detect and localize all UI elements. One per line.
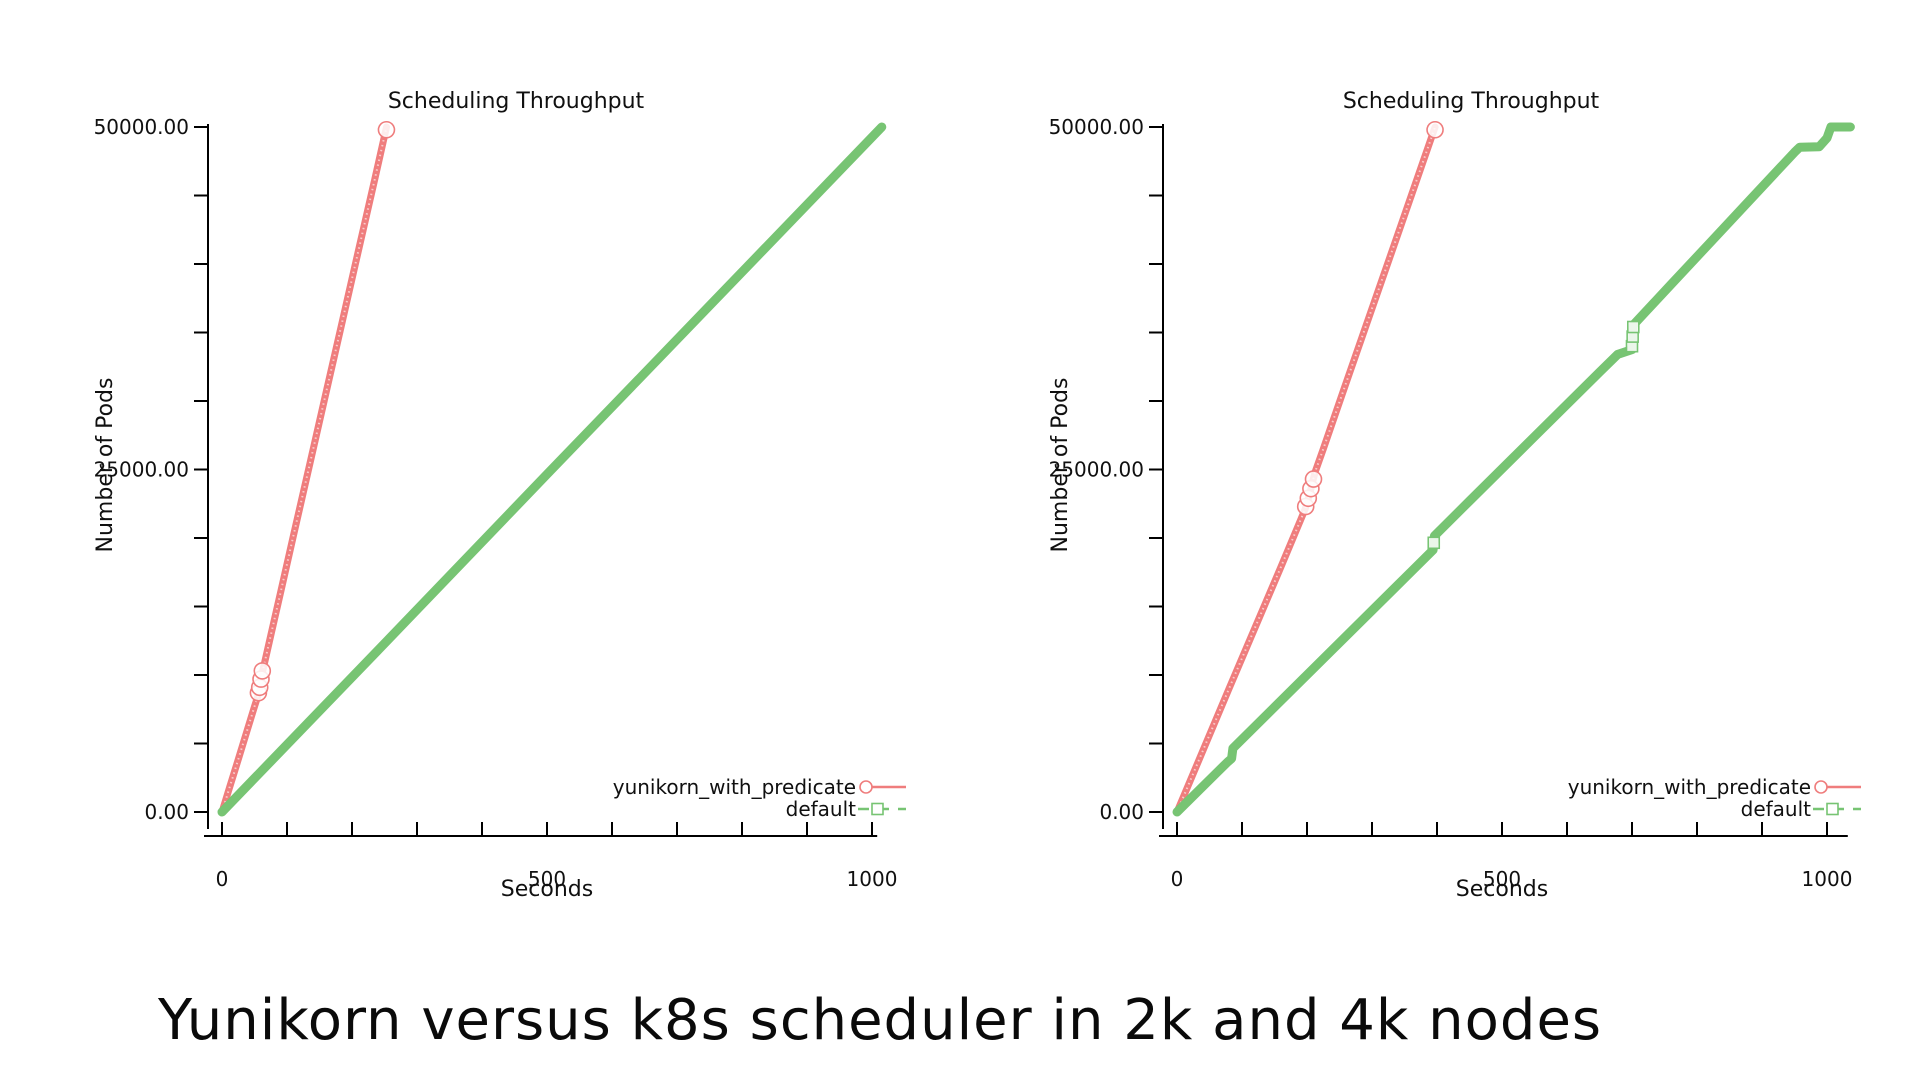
scheduling-throughput-chart-4k-svg: 0.00 25000.00 50000.00 0 500 1000 Scheduling T…	[1048, 89, 1861, 902]
y-axis-title: Number of Pods	[93, 378, 118, 553]
y-ticks: 0.00 25000.00 50000.00	[1049, 115, 1163, 824]
legend-circle-marker	[859, 780, 873, 794]
legend-square-marker	[1826, 802, 1839, 816]
legend-label: yunikorn_with_predicate	[1568, 775, 1811, 799]
figure-caption: Yunikorn versus k8s scheduler in 2k and …	[158, 988, 1603, 1053]
y-tick-label: 50000.00	[1049, 115, 1144, 139]
legend-label: default	[786, 797, 857, 821]
markers-default	[1427, 320, 1640, 550]
series-yunikorn_with_predicate	[1173, 123, 1439, 816]
scheduling-throughput-chart-2k: 0.00 25000.00 50000.00 0 500 1000 Scheduling T…	[0, 0, 960, 940]
series-default	[1172, 122, 1855, 817]
chart-title: Scheduling Throughput	[1343, 89, 1600, 114]
x-tick-label: 0	[1171, 867, 1184, 891]
chart-title: Scheduling Throughput	[388, 89, 645, 114]
y-ticks: 0.00 25000.00 50000.00	[94, 115, 208, 824]
y-axis-title: Number of Pods	[1048, 378, 1073, 553]
y-tick-label: 0.00	[1099, 800, 1144, 824]
legend-square-marker	[871, 802, 884, 816]
series-default	[217, 122, 887, 817]
x-tick-label: 1000	[847, 867, 898, 891]
scheduling-throughput-chart-4k: 0.00 25000.00 50000.00 0 500 1000 Scheduling T…	[955, 0, 1915, 940]
markers-yunikorn_with_predicate	[1296, 120, 1444, 516]
y-tick-label: 0.00	[144, 800, 189, 824]
legend-circle-marker	[1814, 780, 1828, 794]
markers-yunikorn_with_predicate	[249, 120, 396, 702]
y-tick-label: 50000.00	[94, 115, 189, 139]
x-axis-title: Seconds	[1456, 877, 1548, 902]
axes	[1159, 124, 1848, 837]
x-ticks: 0 500 1000	[1171, 822, 1853, 891]
x-axis-title: Seconds	[501, 877, 593, 902]
y-tick-label: 25000.00	[94, 458, 189, 482]
x-tick-label: 500	[1483, 867, 1521, 891]
legend-label: yunikorn_with_predicate	[613, 775, 856, 799]
x-tick-label: 500	[528, 867, 566, 891]
axes	[204, 124, 878, 837]
x-tick-label: 0	[216, 867, 229, 891]
x-tick-label: 1000	[1802, 867, 1853, 891]
y-tick-label: 25000.00	[1049, 458, 1144, 482]
scheduling-throughput-chart-2k-svg: 0.00 25000.00 50000.00 0 500 1000 Scheduling T…	[93, 89, 906, 902]
legend-label: default	[1741, 797, 1812, 821]
series-yunikorn_with_predicate	[218, 123, 390, 816]
x-ticks: 0 500 1000	[216, 822, 898, 891]
